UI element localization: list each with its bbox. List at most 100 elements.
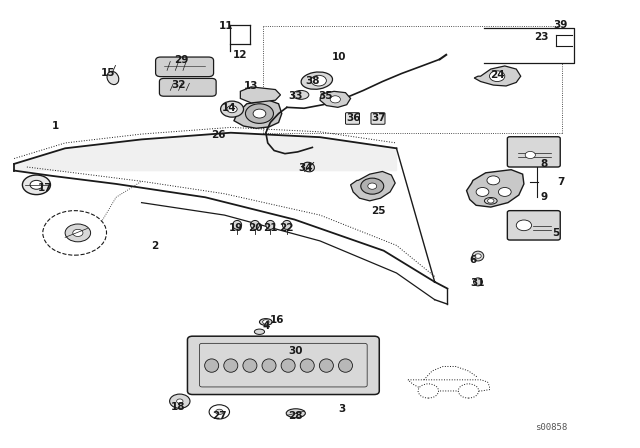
Polygon shape <box>351 172 395 201</box>
Circle shape <box>177 399 183 404</box>
FancyBboxPatch shape <box>508 211 560 240</box>
Text: 25: 25 <box>371 206 386 215</box>
Circle shape <box>65 224 91 242</box>
Text: 5: 5 <box>552 228 559 238</box>
FancyBboxPatch shape <box>346 113 360 124</box>
Polygon shape <box>241 87 280 103</box>
Ellipse shape <box>254 329 264 334</box>
Polygon shape <box>474 66 521 86</box>
Ellipse shape <box>484 198 497 204</box>
Circle shape <box>330 96 340 103</box>
Circle shape <box>487 176 500 185</box>
FancyBboxPatch shape <box>371 113 385 124</box>
Ellipse shape <box>282 220 291 229</box>
Polygon shape <box>234 100 282 128</box>
Text: 13: 13 <box>244 81 259 91</box>
Text: 35: 35 <box>318 91 332 101</box>
Text: 26: 26 <box>211 130 225 140</box>
Circle shape <box>458 384 479 398</box>
Ellipse shape <box>319 359 333 372</box>
Text: 27: 27 <box>212 411 227 421</box>
Circle shape <box>216 409 223 414</box>
Circle shape <box>22 175 51 194</box>
Ellipse shape <box>472 251 484 261</box>
Circle shape <box>246 104 273 123</box>
FancyBboxPatch shape <box>159 78 216 96</box>
Ellipse shape <box>250 220 259 229</box>
Text: 29: 29 <box>174 55 188 65</box>
Text: 33: 33 <box>289 91 303 101</box>
Circle shape <box>368 183 377 189</box>
Circle shape <box>499 188 511 196</box>
Ellipse shape <box>224 359 238 372</box>
Ellipse shape <box>259 319 272 325</box>
Text: 28: 28 <box>289 411 303 421</box>
Text: s00858: s00858 <box>534 423 567 432</box>
Circle shape <box>73 229 83 237</box>
Text: 9: 9 <box>541 192 548 202</box>
Text: 19: 19 <box>228 224 243 233</box>
Circle shape <box>43 211 106 255</box>
Text: 21: 21 <box>263 224 278 233</box>
Circle shape <box>221 101 244 117</box>
Circle shape <box>262 320 269 324</box>
Ellipse shape <box>293 90 309 99</box>
Ellipse shape <box>474 278 483 286</box>
Circle shape <box>475 254 481 258</box>
Circle shape <box>361 178 384 194</box>
Ellipse shape <box>300 359 314 372</box>
Ellipse shape <box>301 72 333 89</box>
Text: 1: 1 <box>52 121 59 131</box>
FancyBboxPatch shape <box>188 336 380 395</box>
Circle shape <box>476 188 489 196</box>
Circle shape <box>488 198 494 203</box>
Circle shape <box>490 71 505 82</box>
Text: 4: 4 <box>262 321 269 332</box>
Text: 10: 10 <box>332 52 346 62</box>
Circle shape <box>418 384 438 398</box>
Circle shape <box>253 109 266 118</box>
Text: 24: 24 <box>490 70 504 80</box>
Ellipse shape <box>107 71 119 85</box>
Text: 22: 22 <box>280 224 294 233</box>
Ellipse shape <box>243 359 257 372</box>
Circle shape <box>311 75 326 86</box>
Text: 37: 37 <box>371 113 386 123</box>
Text: 8: 8 <box>541 159 548 169</box>
Text: 3: 3 <box>339 404 346 414</box>
Text: 31: 31 <box>471 278 485 288</box>
Text: 34: 34 <box>299 164 314 173</box>
Text: 36: 36 <box>346 113 360 123</box>
Text: 6: 6 <box>469 254 477 265</box>
Text: 20: 20 <box>248 224 262 233</box>
Ellipse shape <box>286 409 305 418</box>
Ellipse shape <box>266 220 275 229</box>
Text: 17: 17 <box>37 183 52 194</box>
Ellipse shape <box>262 359 276 372</box>
Text: 15: 15 <box>101 68 116 78</box>
Circle shape <box>516 220 532 231</box>
Text: 38: 38 <box>305 76 319 86</box>
Text: 14: 14 <box>222 103 237 113</box>
Ellipse shape <box>339 359 353 372</box>
Text: 39: 39 <box>554 20 568 30</box>
Text: 2: 2 <box>150 241 158 251</box>
Text: 18: 18 <box>172 402 186 413</box>
FancyBboxPatch shape <box>156 57 214 77</box>
FancyBboxPatch shape <box>508 137 560 167</box>
Ellipse shape <box>233 220 242 229</box>
Text: 7: 7 <box>557 177 564 187</box>
Circle shape <box>209 405 230 419</box>
Ellipse shape <box>281 359 295 372</box>
Text: 11: 11 <box>218 21 233 31</box>
Polygon shape <box>320 91 351 108</box>
Circle shape <box>170 394 190 408</box>
Text: 30: 30 <box>289 346 303 356</box>
Polygon shape <box>467 170 524 207</box>
Text: 32: 32 <box>172 80 186 90</box>
Ellipse shape <box>205 359 219 372</box>
Text: 12: 12 <box>233 50 248 60</box>
Text: 23: 23 <box>534 32 549 42</box>
Circle shape <box>30 181 43 189</box>
Ellipse shape <box>303 162 314 172</box>
